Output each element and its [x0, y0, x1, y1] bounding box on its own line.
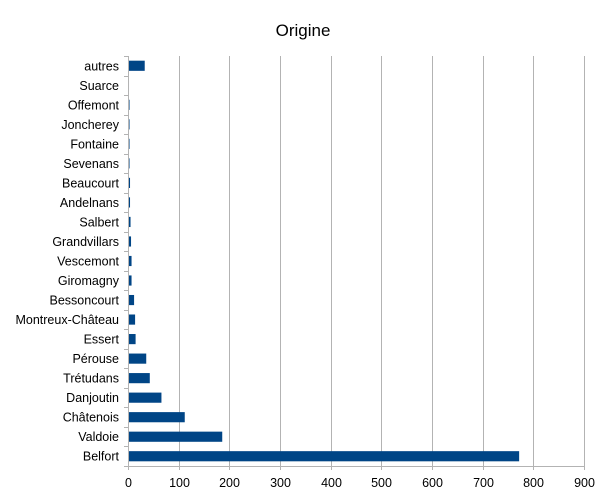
bar-essert: [128, 334, 136, 345]
category-label: Suarce: [79, 79, 119, 93]
axes: [124, 56, 585, 470]
bar-montreux-ch-teau: [128, 314, 136, 325]
bar-giromagny: [128, 275, 132, 286]
category-label: Joncherey: [61, 118, 119, 132]
category-label: Bessoncourt: [50, 294, 120, 308]
bars: [128, 60, 520, 462]
x-tick-label: 300: [270, 476, 291, 490]
category-label: Montreux-Château: [15, 313, 119, 327]
x-tick-label: 800: [523, 476, 544, 490]
bar-danjoutin: [128, 392, 162, 403]
category-label: Offemont: [68, 98, 120, 112]
bar-grandvillars: [128, 236, 132, 247]
category-labels: Belfort Valdoie Châtenois Danjoutin Trétudan…: [15, 59, 119, 463]
category-label: Andelnans: [60, 196, 119, 210]
x-tick-label: 200: [219, 476, 240, 490]
bar-belfort: [128, 451, 520, 462]
category-label: Belfort: [83, 450, 120, 464]
bar-ch-tenois: [128, 412, 185, 423]
bar-vescemont: [128, 255, 132, 267]
bar-autres: [128, 60, 145, 71]
category-label: Châtenois: [63, 411, 119, 425]
chart-title: Origine: [276, 21, 331, 40]
x-tick-label: 400: [321, 476, 342, 490]
category-label: Beaucourt: [62, 176, 120, 190]
bar-valdoie: [128, 431, 223, 442]
category-label: Vescemont: [57, 255, 119, 269]
x-tick-label: 900: [574, 476, 595, 490]
category-label: Grandvillars: [52, 235, 119, 249]
category-label: Valdoie: [78, 430, 119, 444]
category-label: Danjoutin: [66, 391, 119, 405]
bar-beaucourt: [128, 177, 131, 188]
category-label: Essert: [84, 333, 120, 347]
category-label: Giromagny: [58, 274, 120, 288]
category-label: Sevenans: [63, 157, 119, 171]
gridlines: [179, 56, 585, 466]
x-tick-label: 600: [422, 476, 443, 490]
x-tick-label: 700: [473, 476, 494, 490]
bar-p-rouse: [128, 353, 147, 364]
x-tick-label: 0: [125, 476, 132, 490]
bar-bessoncourt: [128, 294, 135, 306]
bar-tr-tudans: [128, 373, 150, 384]
bar-salbert: [128, 216, 131, 228]
category-label: Salbert: [79, 215, 119, 229]
category-label: autres: [84, 59, 119, 73]
x-axis-tick-labels: 0 100 200 300 400 500 600 700 800 900: [125, 476, 595, 490]
category-label: Fontaine: [70, 137, 119, 151]
category-label: Pérouse: [72, 352, 119, 366]
bar-andelnans: [128, 197, 131, 208]
x-tick-label: 100: [169, 476, 190, 490]
x-tick-label: 500: [371, 476, 392, 490]
category-label: Trétudans: [63, 372, 119, 386]
